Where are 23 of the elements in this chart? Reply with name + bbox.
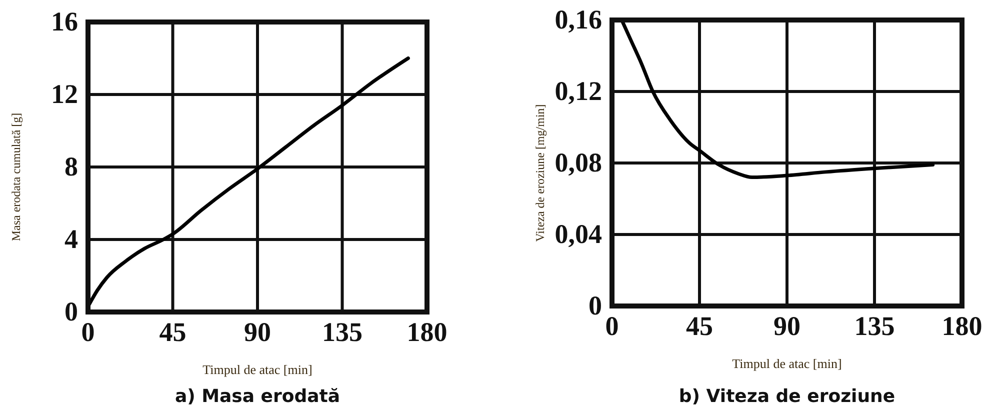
x-tick-label: 90 bbox=[244, 317, 271, 348]
y-tick-label: 4 bbox=[64, 224, 78, 254]
x-tick-label: 45 bbox=[159, 317, 186, 348]
x-tick-label: 90 bbox=[774, 311, 800, 342]
x-tick-label: 180 bbox=[942, 311, 982, 342]
y-tick-label: 12 bbox=[51, 79, 78, 110]
y-tick-label: 0,04 bbox=[554, 219, 602, 250]
y-tick-label: 8 bbox=[64, 152, 78, 182]
y-tick-label: 0 bbox=[588, 290, 602, 321]
y-tick-label: 0,12 bbox=[554, 76, 602, 106]
text: a) Masa erodată bbox=[174, 386, 340, 407]
text: b) Viteza de eroziune bbox=[678, 386, 896, 407]
x-axis-title: Timpul de atac [min] bbox=[202, 362, 312, 377]
y-axis-title: Viteza de eroziune [mg/min] bbox=[533, 104, 547, 242]
x-tick-label: 45 bbox=[686, 311, 713, 342]
x-tick-label: 135 bbox=[854, 311, 895, 342]
x-axis-title: Timpul de atac [min] bbox=[732, 356, 842, 371]
x-tick-label: 135 bbox=[322, 317, 362, 348]
y-tick-label: 16 bbox=[51, 6, 78, 37]
y-tick-label: 0,08 bbox=[554, 148, 602, 178]
y-tick-label: 0,16 bbox=[554, 4, 602, 35]
y-axis-title: Masa erodata cumulată [g] bbox=[9, 112, 23, 242]
x-tick-label: 180 bbox=[406, 317, 448, 348]
